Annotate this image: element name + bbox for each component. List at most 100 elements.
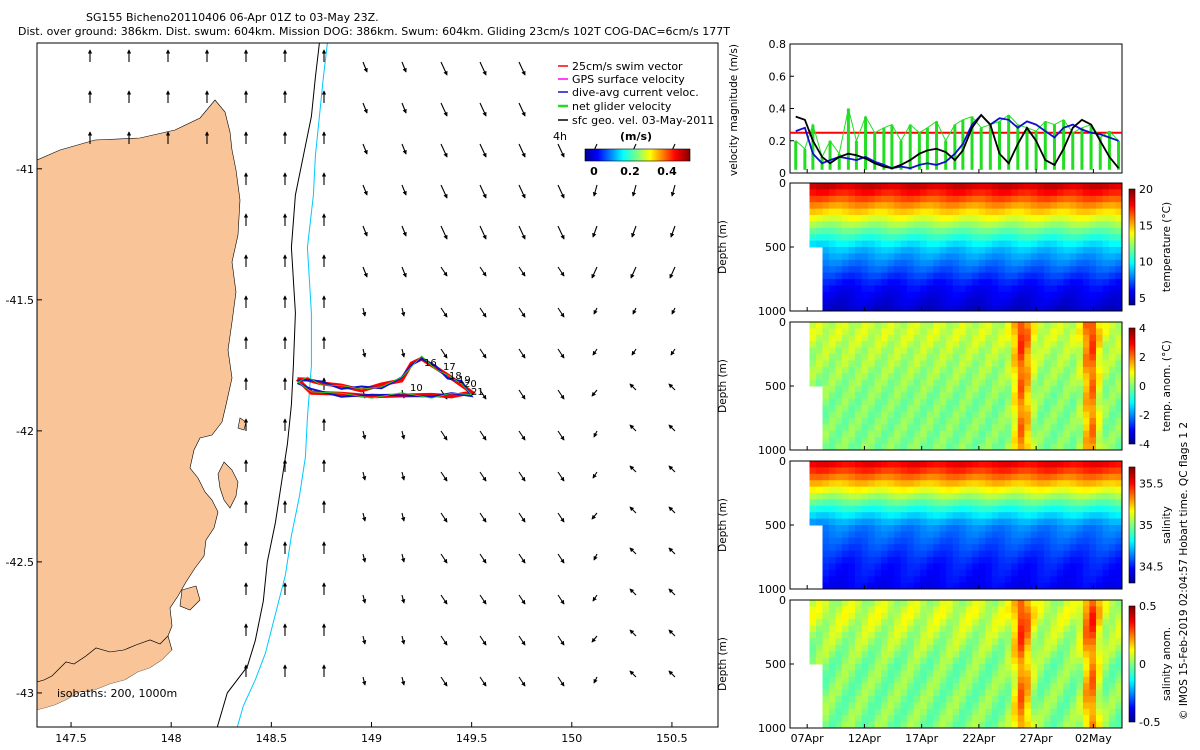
heatmap-cell xyxy=(972,467,980,475)
heatmap-cell xyxy=(816,600,823,607)
heatmap-cell xyxy=(1050,443,1058,451)
heatmap-cell xyxy=(991,272,999,280)
heatmap-cell xyxy=(1109,398,1116,406)
surface-velocity-arrow xyxy=(440,61,448,76)
heatmap-cell xyxy=(848,379,856,387)
heatmap-cell xyxy=(1030,443,1038,451)
heatmap-cell xyxy=(887,632,895,639)
heatmap-cell xyxy=(1115,689,1123,697)
heatmap-cell xyxy=(1076,272,1084,280)
heatmap-cell xyxy=(933,702,941,710)
heatmap-cell xyxy=(881,247,889,254)
heatmap-cell xyxy=(1004,670,1012,678)
heatmap-cell xyxy=(1069,304,1077,312)
heatmap-cell xyxy=(959,550,967,558)
heatmap-cell xyxy=(1109,696,1116,703)
heatmap-cell xyxy=(972,480,980,488)
heatmap-cell xyxy=(933,550,941,558)
heatmap-cell xyxy=(913,537,921,545)
heatmap-cell xyxy=(1056,195,1064,203)
heatmap-cell xyxy=(842,424,849,432)
heatmap-cell xyxy=(1069,619,1077,627)
heatmap-cell xyxy=(1082,619,1090,627)
heatmap-cell xyxy=(1030,696,1038,703)
heatmap-cell xyxy=(978,480,986,488)
map-legend: 25cm/s swim vector GPS surface velocity … xyxy=(553,57,717,178)
heatmap-cell xyxy=(1043,373,1051,381)
heatmap-cell xyxy=(952,240,960,248)
heatmap-cell xyxy=(1056,272,1064,280)
heatmap-cell xyxy=(933,189,941,197)
heatmap-cell xyxy=(998,266,1006,274)
heatmap-cell xyxy=(907,715,915,723)
heatmap-cell xyxy=(868,525,876,532)
heatmap-cell xyxy=(1096,240,1103,248)
map-ytick-label: -41.5 xyxy=(6,294,34,307)
heatmap-cell xyxy=(920,405,928,413)
heatmap-cell xyxy=(874,638,882,646)
heatmap-cell xyxy=(1004,644,1012,652)
heatmap-cell xyxy=(972,582,980,590)
heatmap-cell xyxy=(1076,683,1084,691)
heatmap-cell xyxy=(894,512,902,520)
heatmap-cell xyxy=(1017,499,1025,507)
colorbar-tick-label: -2 xyxy=(1139,409,1150,422)
heatmap-cell xyxy=(1024,702,1032,710)
heatmap-cell xyxy=(926,493,934,500)
heatmap-cell xyxy=(939,638,947,646)
heatmap-cell xyxy=(1043,657,1051,665)
heatmap-cell xyxy=(894,606,902,614)
heatmap-cell xyxy=(991,544,999,552)
heatmap-cell xyxy=(991,582,999,590)
heatmap-cell xyxy=(1011,683,1019,691)
heatmap-cell xyxy=(985,247,993,254)
heatmap-cell xyxy=(1024,715,1032,723)
heatmap-cell xyxy=(848,715,856,723)
heatmap-cell xyxy=(1082,657,1090,665)
heatmap-cell xyxy=(829,285,836,293)
heatmap-cell xyxy=(1043,379,1051,387)
heatmap-cell xyxy=(959,708,967,716)
heatmap-cell xyxy=(842,632,849,639)
heatmap-cell xyxy=(933,437,941,445)
heatmap-cell xyxy=(1063,347,1071,355)
dive-label-19: 19 xyxy=(458,375,471,386)
heatmap-cell xyxy=(939,247,947,254)
heatmap-cell xyxy=(926,386,934,393)
heatmap-cell xyxy=(1037,334,1045,342)
heatmap-cell xyxy=(965,505,973,513)
heatmap-cell xyxy=(1115,537,1123,545)
heatmap-cell xyxy=(855,683,862,691)
heatmap-cell xyxy=(933,651,941,659)
heatmap-cell xyxy=(900,202,908,210)
heatmap-cell xyxy=(1017,247,1025,254)
heatmap-cell xyxy=(1017,379,1025,387)
heatmap-cell xyxy=(1056,247,1064,254)
heatmap-cell xyxy=(1011,259,1019,267)
heatmap-cell xyxy=(1004,576,1012,584)
heatmap-cell xyxy=(874,354,882,361)
heatmap-cell xyxy=(952,279,960,286)
heatmap-cell xyxy=(1069,625,1077,633)
heatmap-cell xyxy=(1050,638,1058,646)
heatmap-cell xyxy=(913,563,921,571)
heatmap-cell xyxy=(881,424,889,432)
heatmap-cell xyxy=(881,386,889,393)
heatmap-cell xyxy=(1056,576,1064,584)
heatmap-cell xyxy=(1089,227,1097,235)
heatmap-cell xyxy=(829,379,836,387)
heatmap-cell xyxy=(1037,437,1045,445)
heatmap-cell xyxy=(1089,544,1097,552)
heatmap-cell xyxy=(842,544,849,552)
surface-velocity-arrow xyxy=(557,512,565,523)
heatmap-cell xyxy=(868,683,876,691)
heatmap-cell xyxy=(1082,625,1090,633)
colorbar-tick-label: 0.5 xyxy=(1139,600,1157,613)
heatmap-cell xyxy=(1024,215,1032,222)
heatmap-cell xyxy=(894,247,902,254)
heatmap-cell xyxy=(835,715,843,723)
heatmap-cell xyxy=(920,569,928,577)
heatmap-cell xyxy=(933,328,941,336)
heatmap-cell xyxy=(1115,240,1123,248)
heatmap-cell xyxy=(1102,657,1110,665)
